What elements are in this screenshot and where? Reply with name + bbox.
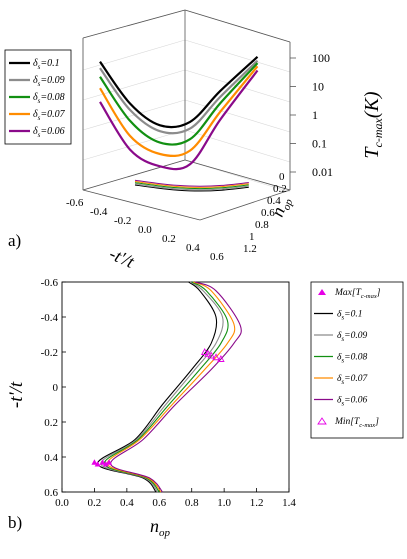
floor-curve-2 (134, 182, 249, 190)
legend-label: δs=0.1 (337, 310, 362, 322)
z-tick-label: 100 (312, 51, 330, 65)
panel-b-2d-plot: 0.0 0.2 0.4 0.6 0.8 1.0 1.2 1.4 -0.6 -0.4 -0.2 0 0.… (6, 277, 404, 539)
box-edges (82, 9, 291, 221)
panel-b-label: b) (8, 513, 22, 532)
min-marker (204, 349, 212, 357)
legend-label: δs=0.06 (337, 396, 367, 408)
x-tick-label: -0.6 (66, 197, 84, 209)
markers (91, 348, 225, 467)
plot-frame (61, 281, 290, 493)
max-marker (91, 459, 98, 465)
max-marker (102, 461, 109, 467)
y-tick-label-b: -0.4 (41, 312, 59, 324)
x-tick-label: 0.4 (186, 242, 200, 254)
x-tick-label-b: 0.0 (55, 497, 69, 509)
y-tick-label-b: -0.6 (41, 277, 59, 289)
legend-label: δs=0.09 (33, 75, 65, 88)
floor-projection (134, 179, 249, 192)
curve-3d-2 (99, 62, 259, 146)
y-tick-label: 0.4 (267, 195, 281, 207)
legend-label: δs=0.08 (33, 92, 65, 105)
y-tick-labels: 00.20.40.60.811.2 (243, 171, 287, 255)
y-tick-label: 0 (279, 171, 285, 183)
z-tick-label: 10 (312, 80, 324, 94)
x-tick-label-b: 1.0 (217, 497, 231, 509)
x-tick-label-b: 0.8 (185, 497, 199, 509)
x-tick-label-b: 1.2 (250, 497, 264, 509)
y-tick-label-b: -0.2 (41, 347, 58, 359)
y-tick-label-b: 0.2 (44, 417, 58, 429)
x-tick-label: 0.0 (138, 224, 152, 236)
legend-label: δs=0.09 (337, 331, 367, 343)
max-marker (106, 459, 113, 465)
min-marker (212, 353, 220, 361)
curve-3d-3 (99, 65, 259, 157)
grid-3d (82, 39, 291, 193)
x-tick-labels: -0.6 -0.4 -0.2 0.0 0.2 0.4 0.6 (66, 197, 224, 263)
panel-a-label: a) (8, 231, 21, 250)
x-tick-label-b: 0.4 (120, 497, 134, 509)
floor-curve-1 (134, 183, 249, 191)
max-marker (99, 459, 106, 465)
curve-2d-3 (106, 281, 236, 493)
x-axis-label-b: nop (150, 516, 171, 539)
y-tick-label: 0.6 (261, 207, 275, 219)
x-tick-label: 0.2 (162, 233, 176, 245)
x-tick-label-b: 0.6 (152, 497, 166, 509)
min-marker (207, 351, 215, 359)
y-tick-label-b: 0 (53, 382, 59, 394)
legend-label: δs=0.07 (337, 374, 368, 386)
curve-2d-1 (100, 281, 224, 493)
curves-3d (99, 55, 259, 171)
curve-2d-2 (103, 281, 229, 493)
x-tick-label: 0.6 (210, 251, 224, 263)
legend-max-marker (318, 289, 326, 295)
floor-curve-3 (134, 180, 249, 188)
floor-curve-4 (134, 179, 249, 187)
floor-curve-0 (134, 184, 249, 192)
y-tick-label-b: 0.6 (44, 487, 58, 499)
legend-b: Max[Tc-max]δs=0.1δs=0.09δs=0.08δs=0.07δs… (310, 281, 404, 439)
max-marker (94, 461, 101, 467)
legend-label: δs=0.06 (33, 126, 65, 139)
curve-3d-0 (99, 55, 259, 129)
legend-min-marker (317, 417, 327, 425)
legend-label: δs=0.1 (33, 58, 60, 71)
curves-2d (97, 281, 242, 493)
legend-label: δs=0.08 (337, 353, 367, 365)
y-tick-labels-b: -0.6 -0.4 -0.2 0 0.2 0.4 0.6 (41, 277, 66, 499)
x-tick-label-b: 1.4 (282, 497, 296, 509)
y-tick-label: 1.2 (243, 243, 257, 255)
z-tick-label: 0.01 (312, 165, 333, 179)
x-tick-label: -0.2 (114, 215, 131, 227)
x-tick-label-b: 0.2 (88, 497, 102, 509)
curve-2d-4 (110, 281, 242, 493)
x-axis-label: -t'/t (106, 243, 138, 272)
x-tick-label: -0.4 (90, 206, 108, 218)
z-tick-labels: 0.01 0.1 1 10 100 (290, 51, 333, 179)
min-marker (217, 355, 225, 362)
curve-3d-4 (99, 69, 259, 171)
z-tick-label: 1 (312, 108, 318, 122)
legend-label: δs=0.07 (33, 109, 66, 122)
z-axis-label: Tc-max(K) (361, 91, 385, 158)
y-tick-label: 1 (249, 231, 255, 243)
min-marker (200, 348, 209, 355)
legend-a: δs=0.1 δs=0.09 δs=0.08 δs=0.07 δs=0.06 (4, 49, 72, 145)
y-tick-label: 0.8 (255, 219, 269, 231)
y-axis-label-b: -t'/t (6, 381, 27, 408)
curve-3d-1 (99, 59, 259, 135)
y-tick-label-b: 0.4 (44, 452, 58, 464)
z-tick-label: 0.1 (312, 137, 327, 151)
curve-2d-0 (97, 281, 218, 493)
x-tick-labels-b: 0.0 0.2 0.4 0.6 0.8 1.0 1.2 1.4 (55, 488, 296, 509)
y-tick-label: 0.2 (273, 183, 287, 195)
